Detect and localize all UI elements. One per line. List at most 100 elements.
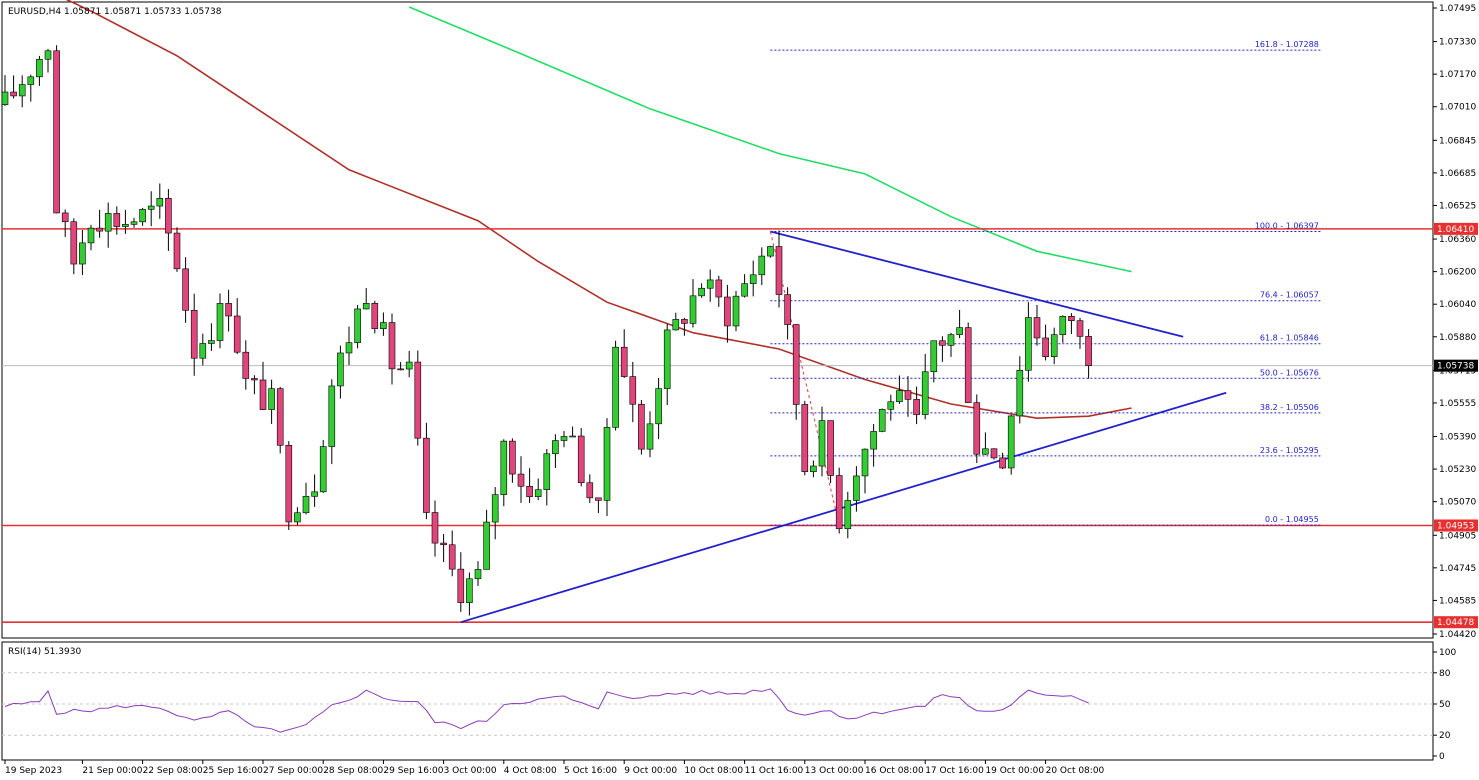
- time-axis: 19 Sep 2023 21 Sep 00:00 22 Sep 08:00 25 Se…: [4, 760, 1105, 776]
- candle-body: [190, 310, 198, 359]
- candle-body: [405, 361, 413, 370]
- candle-body: [431, 512, 439, 544]
- price-tick-label: 1.06845: [1439, 136, 1476, 146]
- candle-body: [620, 346, 628, 377]
- candle-body: [827, 420, 834, 476]
- candle-body: [1016, 370, 1024, 417]
- ma-line-1: [65, 0, 1132, 420]
- candle-body: [302, 496, 310, 514]
- candle-body: [818, 420, 826, 467]
- price-tick-label: 1.05070: [1439, 498, 1476, 508]
- candle-body: [887, 401, 895, 410]
- candle-body: [259, 379, 267, 410]
- candle-body: [939, 340, 946, 346]
- price-pane[interactable]: 161.8 - 1.07288 100.0 - 1.06397 76.4 - 1.0…: [1, 0, 1478, 640]
- fib-level-label: 50.0 - 1.05676: [1260, 368, 1319, 377]
- candle-body: [792, 324, 800, 405]
- candle-body: [466, 578, 473, 603]
- candle-body: [526, 485, 533, 498]
- candle-body: [560, 436, 568, 441]
- candle-body: [371, 303, 379, 330]
- rsi-title: RSI(14) 51.3930: [8, 647, 81, 657]
- price-tick-label: 1.06200: [1439, 268, 1476, 278]
- symbol-header: EURUSD,H4 1.05871 1.05871 1.05733 1.0573…: [8, 7, 222, 17]
- candle-body: [964, 327, 972, 403]
- time-tick-label: 19 Oct 00:00: [985, 766, 1044, 776]
- trendline-layer: [460, 230, 1227, 624]
- price-tag-box: [1434, 222, 1478, 235]
- price-tick-label: 1.06525: [1439, 201, 1476, 211]
- candle-body: [483, 521, 490, 570]
- candle-body: [388, 322, 396, 370]
- time-tick-label: 9 Oct 00:00: [624, 766, 677, 776]
- price-tag-box: [1434, 616, 1478, 629]
- candle-body: [956, 327, 963, 335]
- candle-body: [1042, 337, 1049, 357]
- time-tick-label: 16 Oct 08:00: [865, 766, 924, 776]
- fib-level-label: 23.6 - 1.05295: [1260, 446, 1319, 455]
- price-tag-label: 1.06410: [1437, 225, 1474, 235]
- candle-body: [79, 242, 86, 265]
- candle-body: [61, 212, 69, 223]
- candle-body: [294, 512, 301, 523]
- candle-body: [646, 423, 654, 450]
- fib-level-label: 100.0 - 1.06397: [1255, 222, 1319, 231]
- candle-body: [70, 221, 78, 265]
- candle-body: [423, 437, 430, 513]
- candle-body: [878, 409, 886, 432]
- rsi-pane[interactable]: 100 80 50 20 0 RSI(14) 51.3930: [1, 641, 1456, 762]
- candle-body: [440, 542, 447, 546]
- candle-body: [276, 388, 284, 446]
- rsi-axis: 100 80 50 20 0: [1433, 648, 1456, 762]
- price-tick-label: 1.05555: [1439, 399, 1476, 409]
- candle-body: [655, 388, 662, 425]
- candle-body: [586, 482, 594, 499]
- candle-body: [921, 371, 929, 415]
- candle-body: [208, 340, 215, 344]
- time-tick-label: 10 Oct 08:00: [684, 766, 743, 776]
- candle-body: [681, 319, 688, 324]
- trendline-0: [770, 230, 1184, 338]
- price-tick-label: 1.05230: [1439, 465, 1476, 475]
- candle-body: [285, 445, 293, 523]
- candle-body: [474, 569, 482, 580]
- price-tick-label: 1.04905: [1439, 531, 1476, 541]
- rsi-pane-frame: [1, 641, 1434, 761]
- candle-body: [552, 440, 559, 455]
- price-axis: 1.07495 1.07330 1.07170 1.07010 1.06845 1.066…: [1433, 4, 1476, 640]
- trendline-1: [460, 391, 1227, 624]
- candle-body: [182, 268, 189, 311]
- time-tick-label: 11 Oct 16:00: [745, 766, 804, 776]
- rsi-tick-label: 100: [1439, 648, 1456, 658]
- candle-body: [896, 390, 903, 403]
- candle-body: [216, 303, 224, 341]
- ma-line-0: [408, 6, 1132, 273]
- time-tick-label: 27 Sep 00:00: [263, 766, 323, 776]
- candle-body: [732, 295, 740, 327]
- candle-body: [784, 294, 791, 325]
- candle-body: [569, 435, 576, 438]
- candle-body: [835, 475, 843, 530]
- candle-body: [577, 435, 585, 484]
- price-tick-label: 1.06040: [1439, 300, 1476, 310]
- time-tick-label: 5 Oct 16:00: [564, 766, 617, 776]
- candle-body: [44, 50, 52, 60]
- candle-body: [354, 308, 361, 343]
- candle-body: [870, 431, 877, 450]
- candle-body: [251, 378, 258, 381]
- candle-body: [612, 346, 619, 428]
- time-tick-label: 20 Oct 08:00: [1046, 766, 1105, 776]
- candle-body: [87, 227, 95, 244]
- fib-level-label: 38.2 - 1.05506: [1260, 403, 1319, 412]
- price-tick-label: 1.06685: [1439, 169, 1476, 179]
- price-tags-layer: 1.06410 1.04953 1.04478 1.05738: [1434, 222, 1478, 629]
- candle-body: [595, 497, 602, 501]
- candle-body: [629, 376, 637, 405]
- candle-body: [749, 274, 757, 284]
- candle-body: [534, 489, 542, 498]
- candle-body: [122, 224, 129, 227]
- time-tick-label: 17 Oct 16:00: [925, 766, 984, 776]
- candle-body: [156, 197, 164, 207]
- candle-body: [517, 473, 525, 487]
- price-tag-box: [1434, 519, 1478, 532]
